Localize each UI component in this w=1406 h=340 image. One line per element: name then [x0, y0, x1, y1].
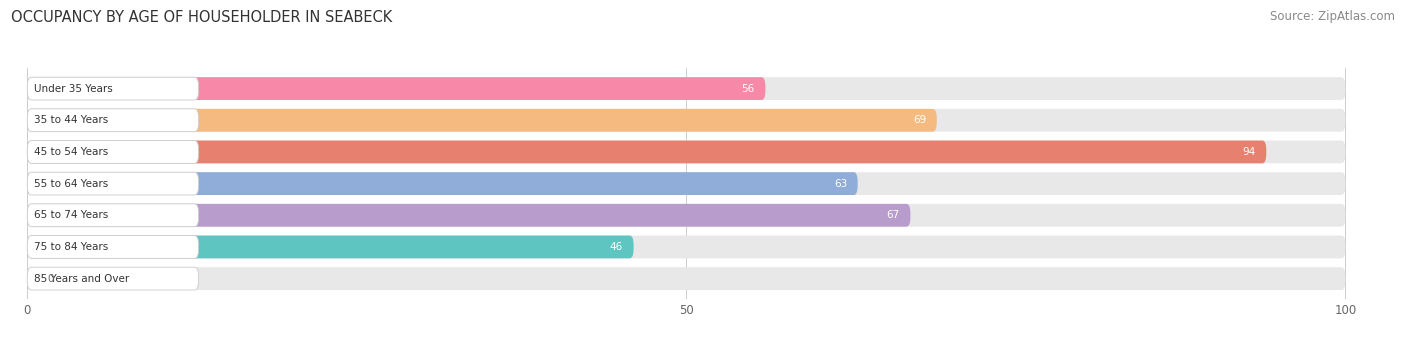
Text: 63: 63: [834, 178, 848, 189]
FancyBboxPatch shape: [27, 109, 1346, 132]
FancyBboxPatch shape: [27, 236, 198, 258]
Text: 69: 69: [912, 115, 927, 125]
Text: 45 to 54 Years: 45 to 54 Years: [34, 147, 108, 157]
Text: Under 35 Years: Under 35 Years: [34, 84, 112, 94]
FancyBboxPatch shape: [27, 140, 1267, 163]
Text: Source: ZipAtlas.com: Source: ZipAtlas.com: [1270, 10, 1395, 23]
FancyBboxPatch shape: [27, 140, 1346, 163]
Text: 0: 0: [46, 274, 53, 284]
FancyBboxPatch shape: [27, 172, 858, 195]
FancyBboxPatch shape: [27, 172, 1346, 195]
FancyBboxPatch shape: [27, 109, 936, 132]
Text: 94: 94: [1243, 147, 1256, 157]
FancyBboxPatch shape: [27, 109, 198, 132]
FancyBboxPatch shape: [27, 172, 198, 195]
Text: 46: 46: [610, 242, 623, 252]
FancyBboxPatch shape: [27, 267, 198, 290]
Text: 85 Years and Over: 85 Years and Over: [34, 274, 129, 284]
Text: 65 to 74 Years: 65 to 74 Years: [34, 210, 108, 220]
Text: 55 to 64 Years: 55 to 64 Years: [34, 178, 108, 189]
Text: 56: 56: [741, 84, 755, 94]
FancyBboxPatch shape: [27, 267, 1346, 290]
FancyBboxPatch shape: [27, 236, 634, 258]
FancyBboxPatch shape: [27, 236, 1346, 258]
Text: OCCUPANCY BY AGE OF HOUSEHOLDER IN SEABECK: OCCUPANCY BY AGE OF HOUSEHOLDER IN SEABE…: [11, 10, 392, 25]
Text: 35 to 44 Years: 35 to 44 Years: [34, 115, 108, 125]
FancyBboxPatch shape: [27, 140, 198, 163]
FancyBboxPatch shape: [27, 77, 198, 100]
FancyBboxPatch shape: [27, 77, 765, 100]
FancyBboxPatch shape: [27, 204, 198, 227]
Text: 67: 67: [887, 210, 900, 220]
FancyBboxPatch shape: [27, 77, 1346, 100]
FancyBboxPatch shape: [27, 204, 911, 227]
FancyBboxPatch shape: [27, 204, 1346, 227]
Text: 75 to 84 Years: 75 to 84 Years: [34, 242, 108, 252]
